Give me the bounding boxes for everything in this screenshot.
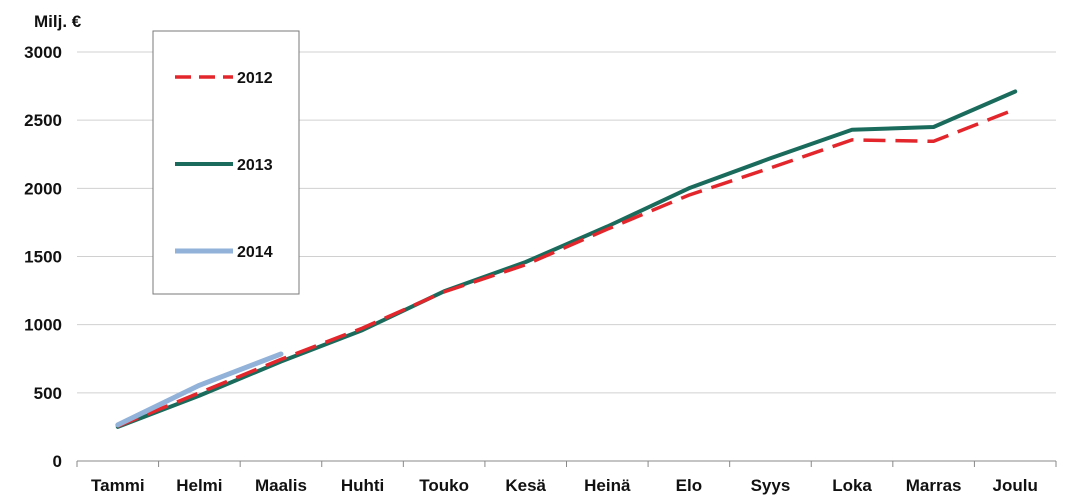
- series-lines: [115, 89, 1018, 429]
- x-tick-label: Loka: [832, 476, 872, 495]
- x-tick-label: Elo: [676, 476, 702, 495]
- y-tick-label: 1500: [24, 248, 62, 267]
- legend-label-2012: 2012: [237, 70, 273, 87]
- x-tick-label: Heinä: [584, 476, 631, 495]
- y-tick-label: 3000: [24, 43, 62, 62]
- y-tick-label: 1000: [24, 316, 62, 335]
- x-tick-label: Tammi: [91, 476, 145, 495]
- x-tick-label: Helmi: [176, 476, 222, 495]
- x-tick-labels: Tammi Helmi Maalis Huhti Touko Kesä Heinä Elo Sy…: [91, 476, 1038, 495]
- x-tick-label: Kesä: [505, 476, 546, 495]
- series-line-2013: [115, 89, 1018, 429]
- x-tick-label: Huhti: [341, 476, 384, 495]
- x-tick-label: Joulu: [993, 476, 1038, 495]
- y-axis-unit-label: Milj. €: [34, 12, 82, 31]
- legend: 2012 2013 2014: [152, 30, 300, 295]
- legend-label-2013: 2013: [237, 157, 273, 174]
- y-tick-label: 500: [34, 384, 62, 403]
- y-tick-label: 2000: [24, 179, 62, 198]
- series-line-2012: [117, 107, 1016, 428]
- x-tick-label: Syys: [751, 476, 791, 495]
- y-tick-labels: 0 500 1000 1500 2000 2500 3000: [24, 43, 62, 471]
- legend-label-2014: 2014: [237, 244, 273, 261]
- x-tick-label: Maalis: [255, 476, 307, 495]
- axes: [76, 460, 1057, 467]
- x-tick-label: Touko: [419, 476, 469, 495]
- y-tick-label: 2500: [24, 111, 62, 130]
- series-line-2014: [115, 351, 284, 428]
- x-tick-label: Marras: [906, 476, 962, 495]
- y-tick-label: 0: [53, 452, 62, 471]
